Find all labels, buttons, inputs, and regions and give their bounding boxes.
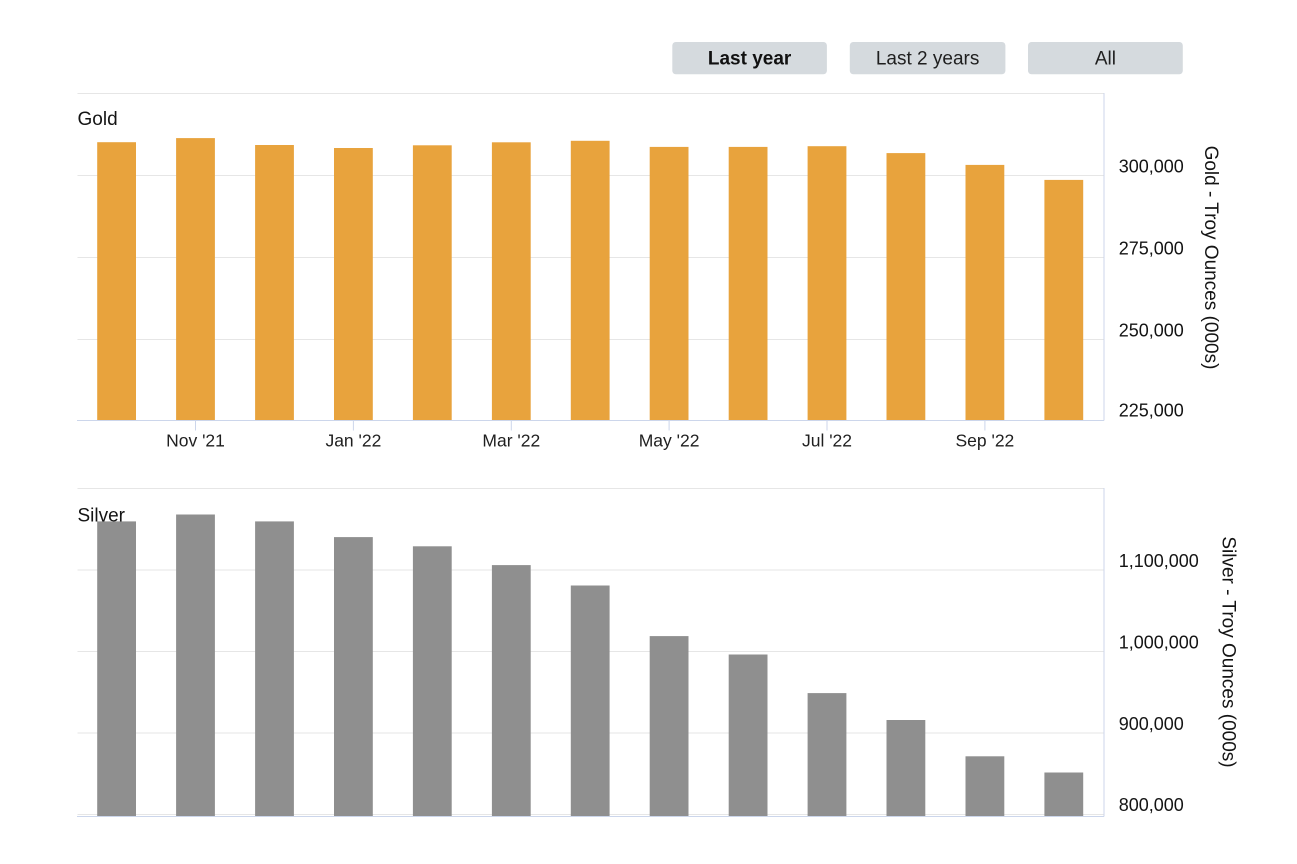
- svg-text:Sep '22: Sep '22: [955, 431, 1014, 451]
- svg-text:All: All: [1095, 48, 1116, 69]
- svg-text:250,000: 250,000: [1119, 320, 1184, 340]
- svg-text:1,000,000: 1,000,000: [1119, 633, 1199, 653]
- svg-text:Gold - Troy Ounces (000s): Gold - Troy Ounces (000s): [1200, 146, 1221, 370]
- svg-text:300,000: 300,000: [1119, 157, 1184, 177]
- svg-text:Silver: Silver: [78, 506, 126, 527]
- svg-text:1,100,000: 1,100,000: [1119, 551, 1199, 571]
- svg-text:900,000: 900,000: [1119, 714, 1184, 734]
- svg-text:Nov '21: Nov '21: [166, 431, 225, 451]
- svg-text:Mar '22: Mar '22: [482, 431, 540, 451]
- svg-text:Jul '22: Jul '22: [802, 431, 852, 451]
- svg-text:Jan '22: Jan '22: [325, 431, 381, 451]
- svg-text:225,000: 225,000: [1119, 401, 1184, 421]
- svg-text:275,000: 275,000: [1119, 239, 1184, 259]
- svg-text:Silver - Troy Ounces (000s): Silver - Troy Ounces (000s): [1218, 536, 1239, 767]
- svg-text:Last year: Last year: [708, 48, 792, 69]
- svg-text:Gold: Gold: [78, 109, 118, 130]
- svg-text:800,000: 800,000: [1119, 795, 1184, 815]
- svg-text:Last 2 years: Last 2 years: [876, 48, 980, 69]
- svg-text:May '22: May '22: [639, 431, 700, 451]
